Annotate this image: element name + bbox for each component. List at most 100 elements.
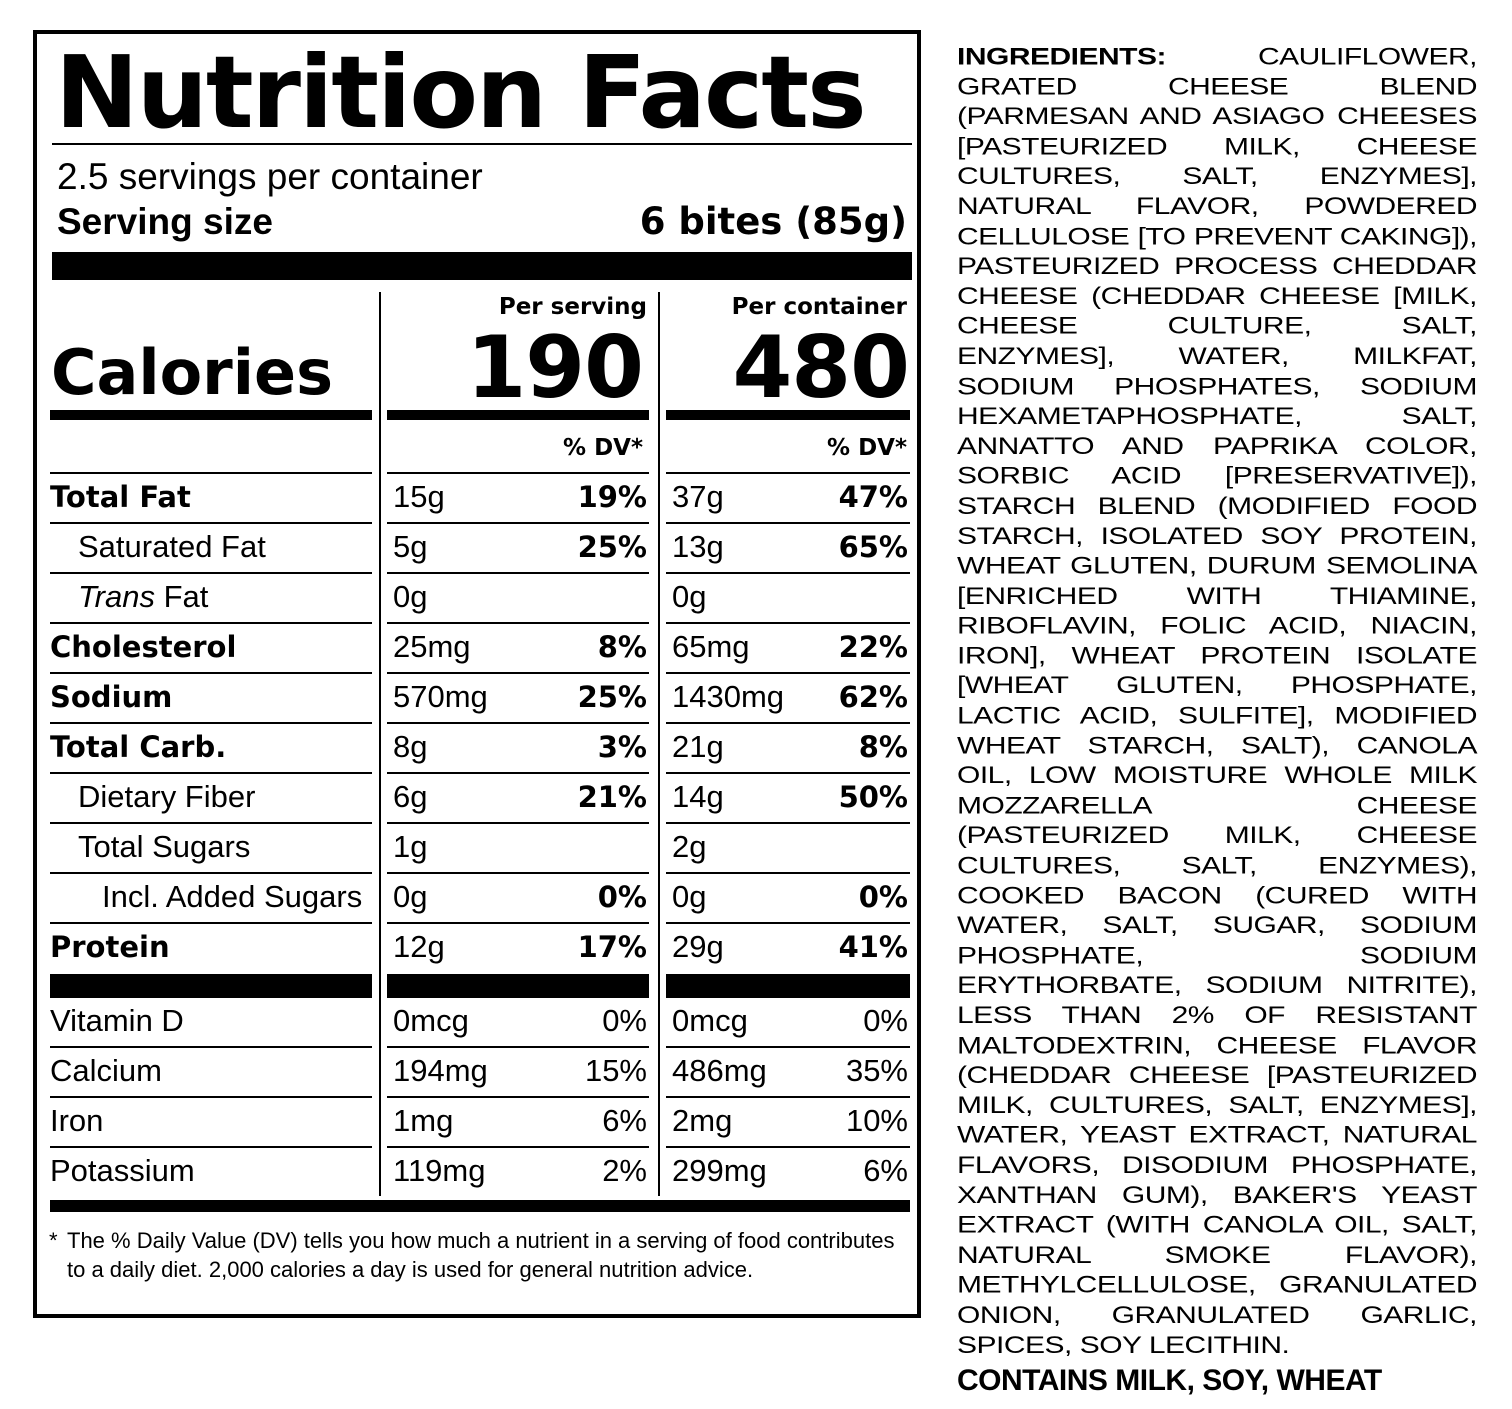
thick-divider: [52, 252, 912, 280]
row-rule: [387, 974, 649, 998]
serving-size-value: 6 bites (85g): [639, 200, 907, 243]
serving-amount: 194mg: [393, 1053, 488, 1088]
serving-dv: 3%: [597, 730, 647, 764]
row-rule: [50, 472, 372, 474]
serving-dv: 8%: [597, 630, 647, 664]
container-amount: 37g: [672, 479, 724, 514]
row-rule: [666, 722, 910, 724]
row-rule: [387, 1096, 649, 1098]
nutrient-label: Protein: [50, 930, 170, 964]
nutrient-label: Sodium: [50, 680, 173, 714]
serving-dv: 6%: [602, 1103, 647, 1138]
serving-amount: 6g: [393, 779, 428, 814]
title-divider: [52, 143, 912, 145]
bottom-rule: [50, 1200, 910, 1212]
row-rule: [666, 872, 910, 874]
nutrient-label: Iron: [50, 1103, 104, 1138]
row-rule: [50, 872, 372, 874]
dv-header-container: % DV*: [827, 435, 907, 461]
row-rule: [666, 1046, 910, 1048]
serving-dv: 25%: [577, 680, 647, 714]
container-amount: 0g: [672, 879, 707, 914]
row-rule: [50, 974, 372, 998]
row-rule: [387, 622, 649, 624]
row-rule: [50, 672, 372, 674]
nutrient-label: Incl. Added Sugars: [102, 879, 363, 914]
calories-rule-serving: [387, 410, 649, 420]
nutrient-label-italic: Trans: [78, 579, 155, 614]
nutrient-label: Calcium: [50, 1053, 162, 1088]
nutrient-label: Total Fat: [50, 480, 191, 514]
footnote-text: The % Daily Value (DV) tells you how muc…: [67, 1228, 895, 1282]
serving-amount: 1mg: [393, 1103, 454, 1138]
container-amount: 21g: [672, 729, 724, 764]
container-dv: 62%: [838, 680, 908, 714]
nutrient-label-rest: Fat: [154, 579, 209, 614]
serving-amount: 8g: [393, 729, 428, 764]
row-rule: [387, 1046, 649, 1048]
serving-amount: 119mg: [393, 1153, 486, 1188]
row-rule: [666, 572, 910, 574]
row-rule: [387, 822, 649, 824]
serving-amount: 0g: [393, 579, 428, 614]
container-dv: 6%: [863, 1153, 908, 1188]
serving-amount: 1g: [393, 829, 428, 864]
footnote: * The % Daily Value (DV) tells you how m…: [49, 1226, 909, 1284]
column-divider-1: [379, 292, 381, 1196]
container-dv: 10%: [845, 1103, 908, 1138]
serving-amount: 570mg: [393, 679, 488, 714]
per-container-header: Per container: [731, 294, 907, 320]
row-rule: [50, 572, 372, 574]
serving-amount: 12g: [393, 929, 445, 964]
servings-per-container: 2.5 servings per container: [57, 156, 483, 197]
serving-dv: 21%: [577, 780, 647, 814]
row-rule: [387, 722, 649, 724]
row-rule: [387, 922, 649, 924]
container-amount: 13g: [672, 529, 724, 564]
container-dv: 65%: [838, 530, 908, 564]
nutrient-label: Trans Fat: [78, 572, 208, 622]
serving-amount: 0mcg: [393, 1003, 469, 1038]
row-rule: [666, 974, 910, 998]
serving-dv: 0%: [602, 1003, 647, 1038]
nutrient-label: Dietary Fiber: [78, 779, 256, 814]
ingredients-label: INGREDIENTS:: [957, 43, 1167, 70]
serving-amount: 25mg: [393, 629, 471, 664]
container-amount: 486mg: [672, 1053, 767, 1088]
container-amount: 2g: [672, 829, 707, 864]
row-rule: [50, 1096, 372, 1098]
ingredients-block: INGREDIENTS: CAULIFLOWER, GRATED CHEESE …: [957, 42, 1478, 1360]
row-rule: [387, 872, 649, 874]
calories-per-serving: 190: [466, 318, 644, 418]
row-rule: [666, 522, 910, 524]
row-rule: [666, 672, 910, 674]
row-rule: [387, 522, 649, 524]
row-rule: [666, 922, 910, 924]
container-amount: 2mg: [672, 1103, 733, 1138]
row-rule: [666, 1146, 910, 1148]
container-amount: 0mcg: [672, 1003, 748, 1038]
column-divider-2: [658, 292, 660, 1196]
per-serving-header: Per serving: [498, 294, 647, 320]
row-rule: [666, 622, 910, 624]
calories-rule-container: [666, 410, 910, 420]
container-dv: 0%: [858, 880, 908, 914]
serving-dv: 2%: [602, 1153, 647, 1188]
container-amount: 14g: [672, 779, 724, 814]
container-amount: 0g: [672, 579, 707, 614]
container-dv: 22%: [838, 630, 908, 664]
container-amount: 65mg: [672, 629, 750, 664]
calories-rule-label: [50, 410, 372, 420]
row-rule: [666, 1096, 910, 1098]
row-rule: [50, 822, 372, 824]
container-dv: 50%: [838, 780, 908, 814]
dv-header-serving: % DV*: [563, 435, 643, 461]
nutrient-label: Total Sugars: [78, 829, 251, 864]
row-rule: [387, 1146, 649, 1148]
row-rule: [50, 772, 372, 774]
allergen-statement: CONTAINS MILK, SOY, WHEAT: [957, 1364, 1382, 1397]
row-rule: [666, 472, 910, 474]
container-amount: 29g: [672, 929, 724, 964]
row-rule: [387, 672, 649, 674]
serving-size-label: Serving size: [57, 201, 273, 242]
